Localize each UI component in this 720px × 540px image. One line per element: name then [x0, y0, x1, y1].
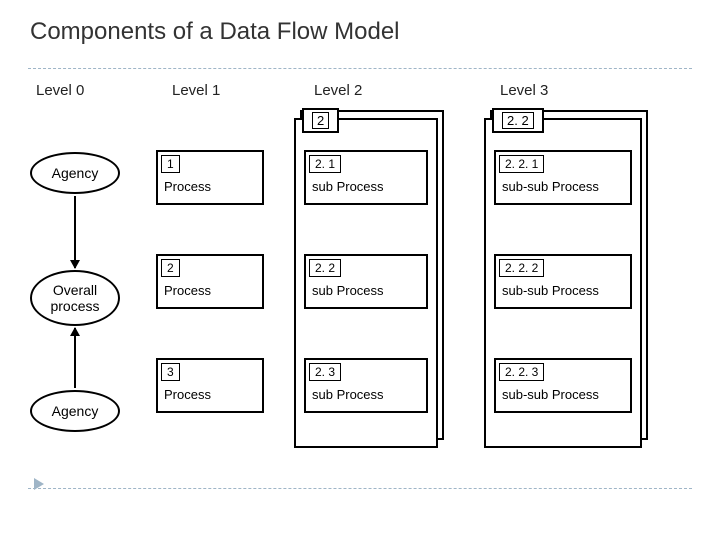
node-overall-process: Overall process — [30, 270, 120, 326]
node-agency-top: Agency — [30, 152, 120, 194]
cell-label: Process — [158, 381, 262, 411]
node-label: Agency — [52, 165, 99, 181]
cell-number: 2. 2 — [309, 259, 341, 277]
l1-cell-1: 1 Process — [156, 150, 264, 205]
header-level-1: Level 1 — [172, 82, 220, 99]
l2-cell-3: 2. 3 sub Process — [304, 358, 428, 413]
level2-tab: 2 — [302, 108, 339, 133]
header-level-0: Level 0 — [36, 82, 84, 99]
l3-cell-3: 2. 2. 3 sub-sub Process — [494, 358, 632, 413]
cell-label: sub-sub Process — [496, 277, 630, 307]
footer-arrow-icon — [34, 478, 44, 490]
cell-label: sub Process — [306, 381, 426, 411]
cell-number: 2. 2. 1 — [499, 155, 544, 173]
l2-cell-1: 2. 1 sub Process — [304, 150, 428, 205]
divider-bottom — [28, 488, 692, 489]
level3-tab: 2. 2 — [492, 108, 544, 133]
arrow-down — [74, 196, 76, 268]
page-title: Components of a Data Flow Model — [30, 18, 400, 46]
header-level-3: Level 3 — [500, 82, 548, 99]
cell-number: 2. 3 — [309, 363, 341, 381]
cell-number: 1 — [161, 155, 180, 173]
cell-label: sub Process — [306, 277, 426, 307]
cell-label: sub-sub Process — [496, 381, 630, 411]
l2-cell-2: 2. 2 sub Process — [304, 254, 428, 309]
node-agency-bottom: Agency — [30, 390, 120, 432]
cell-number: 2 — [161, 259, 180, 277]
l1-cell-2: 2 Process — [156, 254, 264, 309]
node-label: Overall process — [32, 282, 118, 314]
cell-number: 2. 2. 2 — [499, 259, 544, 277]
cell-label: sub-sub Process — [496, 173, 630, 203]
cell-number: 3 — [161, 363, 180, 381]
l1-cell-3: 3 Process — [156, 358, 264, 413]
cell-number: 2. 1 — [309, 155, 341, 173]
level2-tab-label: 2 — [312, 112, 329, 129]
cell-number: 2. 2. 3 — [499, 363, 544, 381]
header-level-2: Level 2 — [314, 82, 362, 99]
cell-label: Process — [158, 277, 262, 307]
l3-cell-1: 2. 2. 1 sub-sub Process — [494, 150, 632, 205]
level3-tab-label: 2. 2 — [502, 112, 534, 129]
cell-label: sub Process — [306, 173, 426, 203]
cell-label: Process — [158, 173, 262, 203]
node-label: Agency — [52, 403, 99, 419]
arrow-up — [74, 328, 76, 388]
divider-top — [28, 68, 692, 69]
l3-cell-2: 2. 2. 2 sub-sub Process — [494, 254, 632, 309]
